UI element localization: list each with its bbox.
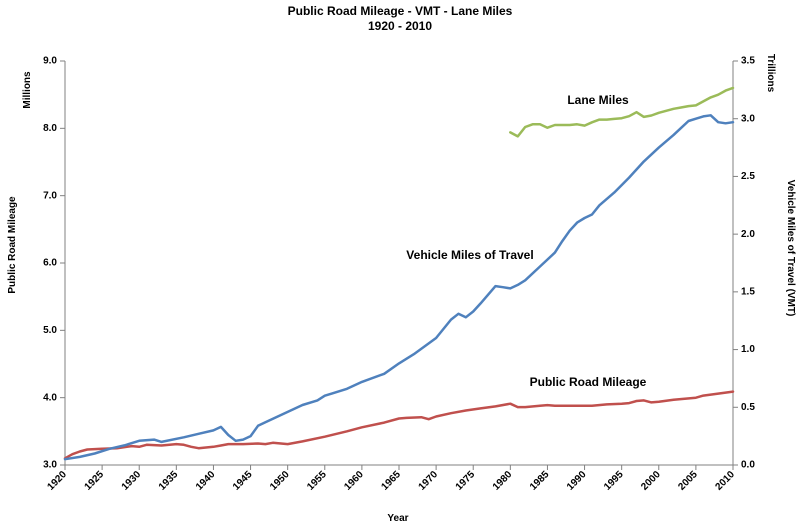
right-y-tick-label: 2.0 bbox=[741, 229, 755, 240]
left-y-tick-label: 8.0 bbox=[43, 123, 57, 134]
series-label-public-road-mileage: Public Road Mileage bbox=[530, 375, 647, 389]
series-line-public-road-mileage bbox=[63, 390, 735, 460]
right-y-tick-label: 1.0 bbox=[741, 344, 755, 355]
left-y-tick-label: 7.0 bbox=[43, 190, 57, 201]
right-axis-unit: Trillions bbox=[765, 54, 776, 93]
tick-marks bbox=[60, 60, 738, 470]
right-y-tick-label: 2.5 bbox=[741, 171, 755, 182]
left-y-tick-label: 9.0 bbox=[43, 56, 57, 67]
series-lines bbox=[63, 86, 735, 461]
right-y-tick-label: 0.0 bbox=[741, 460, 755, 471]
chart-title: Public Road Mileage - VMT - Lane Miles bbox=[288, 4, 513, 18]
left-y-tick-label: 3.0 bbox=[43, 460, 57, 471]
x-axis-label: Year bbox=[387, 513, 408, 524]
chart-subtitle: 1920 - 2010 bbox=[368, 19, 432, 33]
left-y-tick-label: 5.0 bbox=[43, 325, 57, 336]
series-line-vmt bbox=[63, 114, 735, 461]
series-line-lane-miles bbox=[509, 86, 735, 138]
left-axis-label: Public Road Mileage bbox=[7, 196, 18, 294]
left-y-tick-label: 4.0 bbox=[43, 392, 57, 403]
right-y-tick-label: 3.0 bbox=[741, 113, 755, 124]
right-y-tick-label: 3.5 bbox=[741, 56, 755, 67]
left-y-tick-label: 6.0 bbox=[43, 258, 57, 269]
right-y-tick-label: 1.5 bbox=[741, 286, 755, 297]
right-y-tick-label: 0.5 bbox=[741, 402, 755, 413]
right-axis-label: Vehicle Miles of Travel (VMT) bbox=[785, 180, 796, 317]
left-axis-unit: Millions bbox=[22, 71, 33, 109]
series-label-vmt: Vehicle Miles of Travel bbox=[406, 248, 533, 262]
series-label-lane-miles: Lane Miles bbox=[567, 93, 629, 107]
